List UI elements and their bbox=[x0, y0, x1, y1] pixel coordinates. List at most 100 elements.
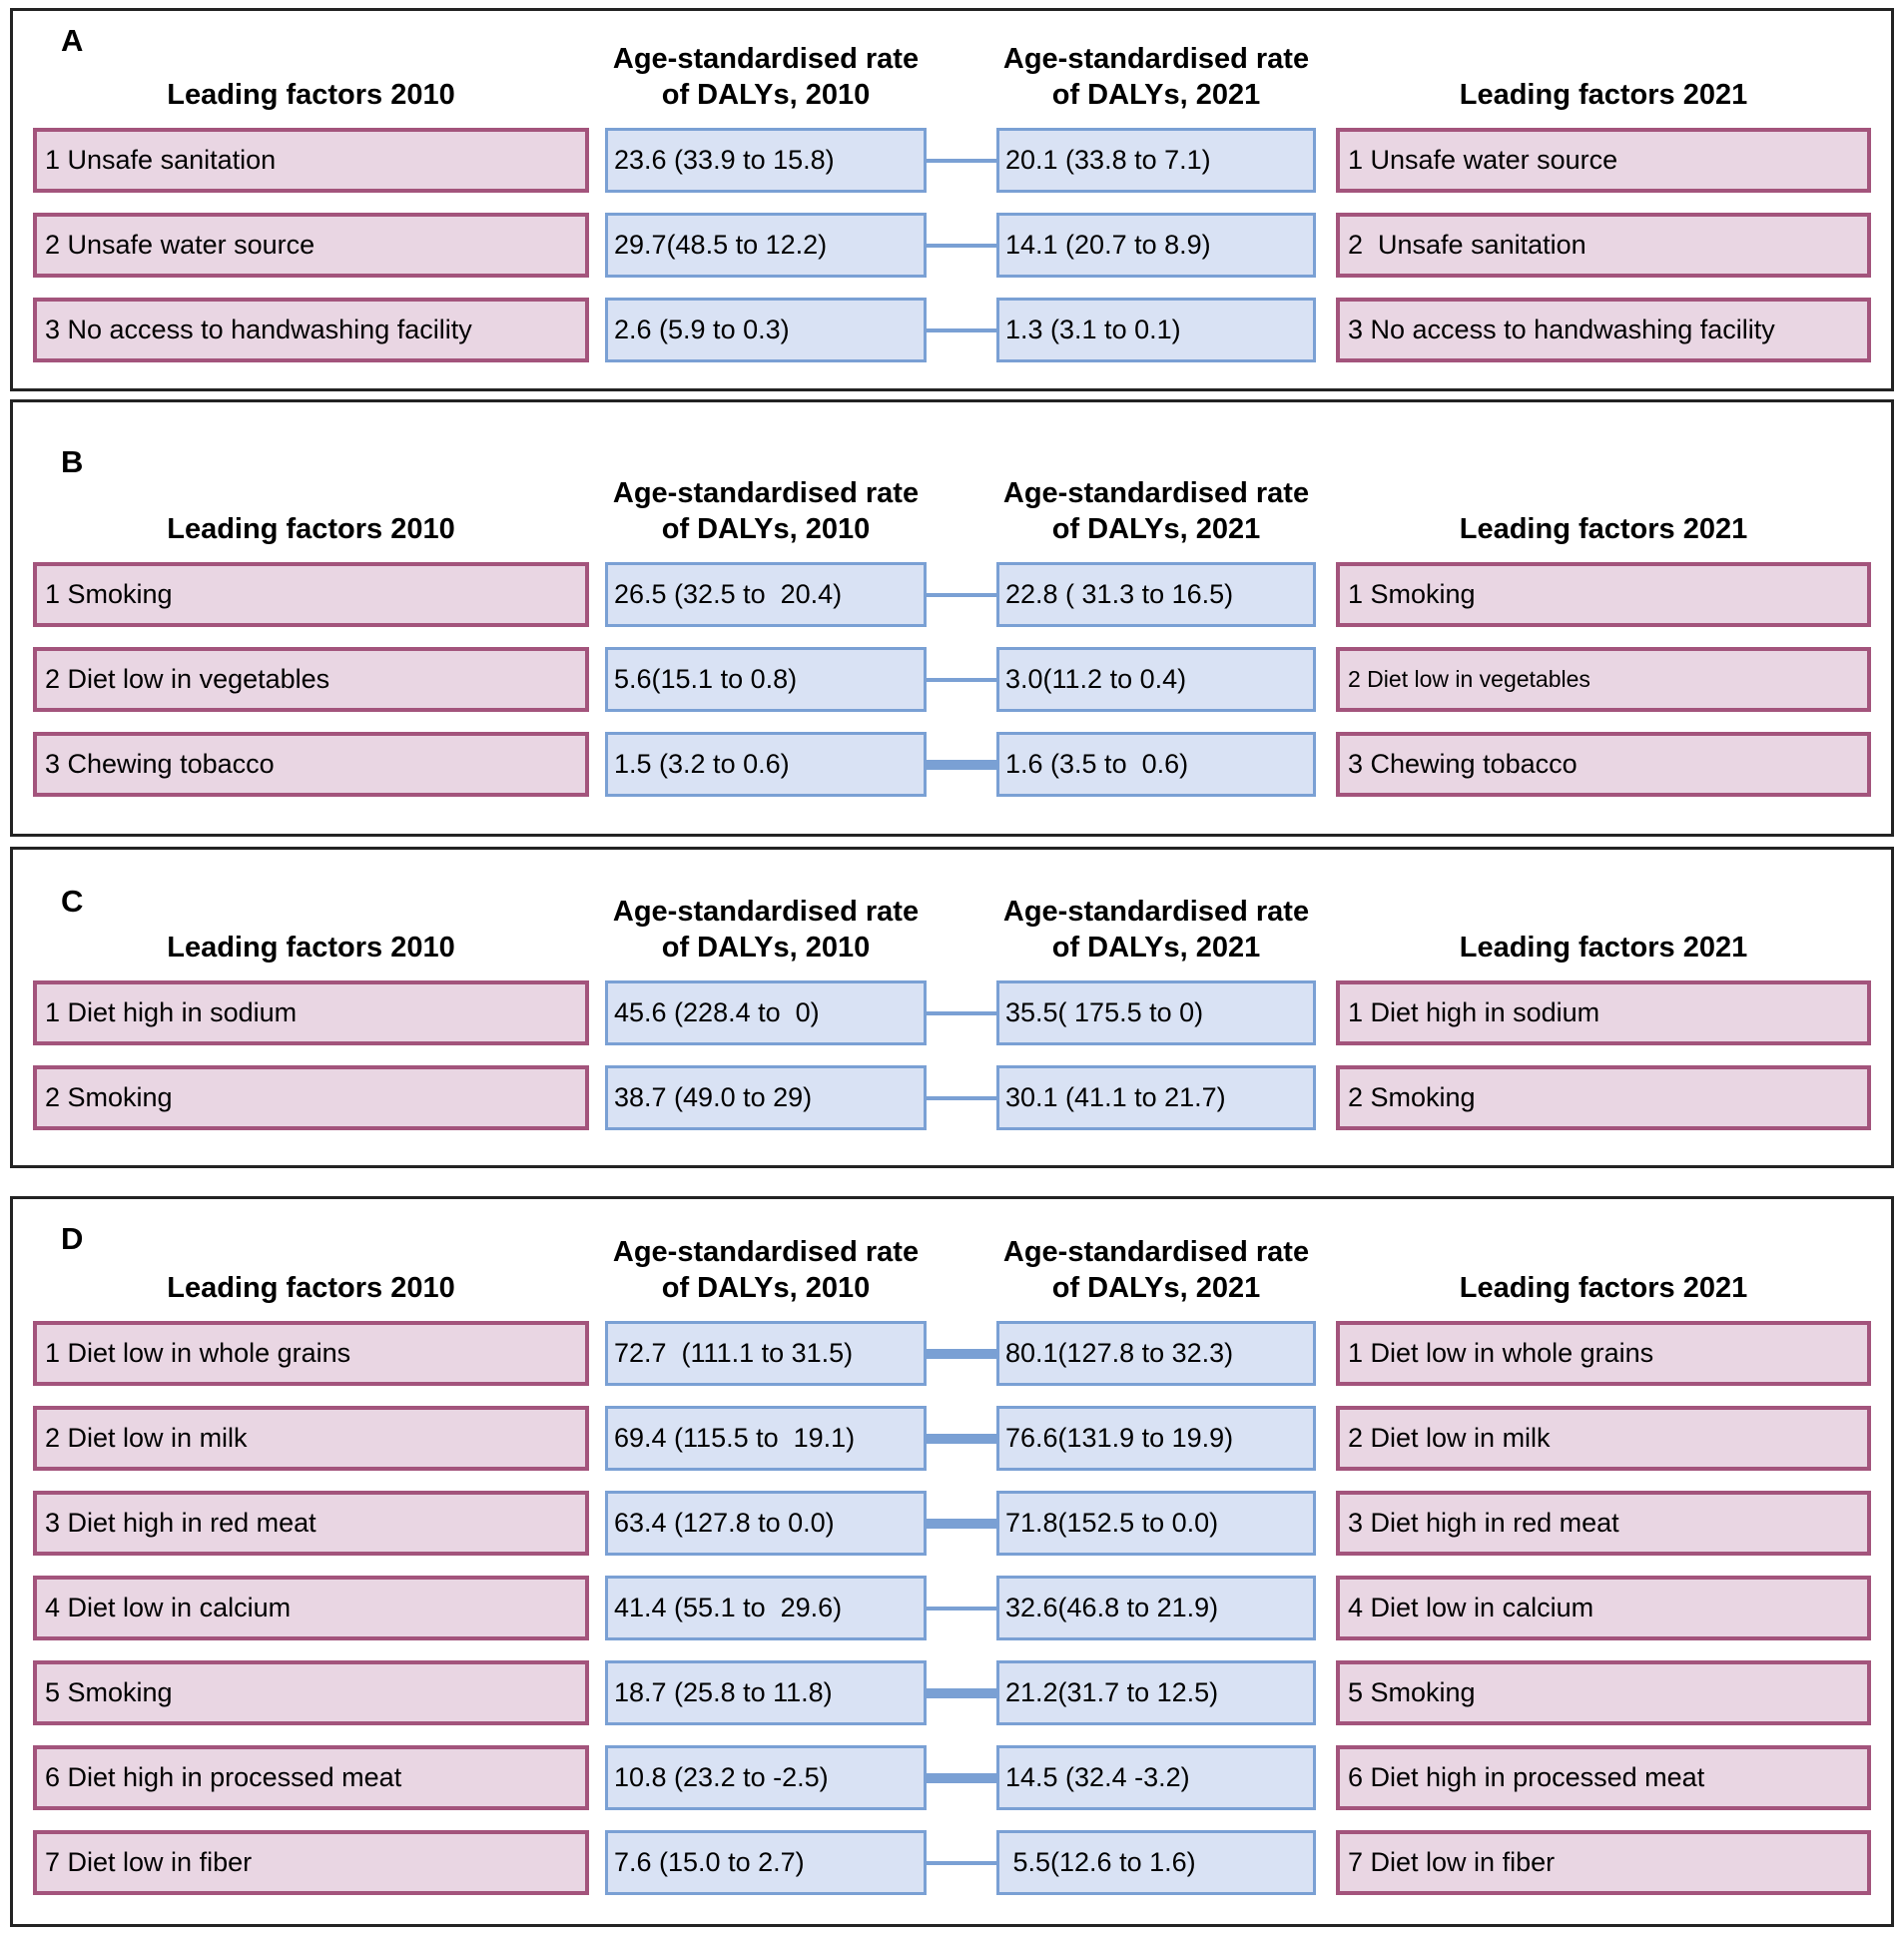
connector bbox=[927, 1321, 996, 1386]
panel-letter: A bbox=[61, 23, 84, 58]
connector-line bbox=[927, 158, 996, 163]
connector bbox=[927, 128, 996, 193]
panel-letter: B bbox=[61, 444, 84, 479]
rate-2021-box: 20.1 (33.8 to 7.1) bbox=[996, 128, 1316, 193]
factor-2010-box: 2 Diet low in milk bbox=[33, 1406, 589, 1471]
factor-2021-box: 1 Diet high in sodium bbox=[1336, 980, 1871, 1045]
factor-2021-box: 6 Diet high in processed meat bbox=[1336, 1745, 1871, 1810]
factor-rows: 1 Diet low in whole grains 72.7 (111.1 t… bbox=[33, 1321, 1871, 1895]
header-leading-factors-2021: Leading factors 2021 bbox=[1459, 78, 1748, 111]
rate-2010-box: 41.4 (55.1 to 29.6) bbox=[605, 1576, 927, 1640]
connector bbox=[927, 1065, 996, 1130]
factor-rows: 1 Diet high in sodium 45.6 (228.4 to 0) … bbox=[33, 980, 1871, 1130]
rate-2021-box: 71.8(152.5 to 0.0) bbox=[996, 1491, 1316, 1556]
factor-row: 6 Diet high in processed meat 10.8 (23.2… bbox=[33, 1745, 1871, 1810]
factor-row: 3 Diet high in red meat 63.4 (127.8 to 0… bbox=[33, 1491, 1871, 1556]
header-rate-dalys-2010: Age-standardised rate of DALYs, 2010 bbox=[612, 895, 920, 964]
factor-2010-box: 2 Diet low in vegetables bbox=[33, 647, 589, 712]
factor-2021-box: 5 Smoking bbox=[1336, 1660, 1871, 1725]
rate-2010-box: 23.6 (33.9 to 15.8) bbox=[605, 128, 927, 193]
panel-letter: D bbox=[61, 1221, 84, 1256]
factor-2010-box: 7 Diet low in fiber bbox=[33, 1830, 589, 1895]
daly-leading-factors-figure: A Leading factors 2010 Age-standardised … bbox=[10, 8, 1894, 1927]
header-leading-factors-2010: Leading factors 2010 bbox=[167, 931, 455, 964]
rate-2021-box: 5.5(12.6 to 1.6) bbox=[996, 1830, 1316, 1895]
factor-row: 1 Unsafe sanitation 23.6 (33.9 to 15.8) … bbox=[33, 128, 1871, 193]
rate-2010-box: 26.5 (32.5 to 20.4) bbox=[605, 562, 927, 627]
factor-row: 3 No access to handwashing facility 2.6 … bbox=[33, 298, 1871, 362]
rate-2010-box: 5.6(15.1 to 0.8) bbox=[605, 647, 927, 712]
factor-2021-box: 1 Smoking bbox=[1336, 562, 1871, 627]
header-leading-factors-2010: Leading factors 2010 bbox=[167, 1271, 455, 1304]
factor-2021-box: 3 No access to handwashing facility bbox=[1336, 298, 1871, 362]
connector-line bbox=[927, 1348, 996, 1359]
connector bbox=[927, 1491, 996, 1556]
rate-2010-box: 72.7 (111.1 to 31.5) bbox=[605, 1321, 927, 1386]
column-headers: Leading factors 2010 Age-standardised ra… bbox=[33, 1199, 1871, 1321]
factor-2021-box: 2 Diet low in vegetables bbox=[1336, 647, 1871, 712]
header-leading-factors-2021: Leading factors 2021 bbox=[1459, 512, 1748, 545]
panel-A: A Leading factors 2010 Age-standardised … bbox=[10, 8, 1894, 391]
rate-2021-box: 14.1 (20.7 to 8.9) bbox=[996, 213, 1316, 278]
factor-2021-box: 3 Chewing tobacco bbox=[1336, 732, 1871, 797]
factor-rows: 1 Smoking 26.5 (32.5 to 20.4) 22.8 ( 31.… bbox=[33, 562, 1871, 797]
factor-2010-box: 5 Smoking bbox=[33, 1660, 589, 1725]
header-rate-dalys-2010: Age-standardised rate of DALYs, 2010 bbox=[612, 1235, 920, 1304]
connector-line bbox=[927, 1433, 996, 1444]
rate-2021-box: 35.5( 175.5 to 0) bbox=[996, 980, 1316, 1045]
factor-2010-box: 3 Chewing tobacco bbox=[33, 732, 589, 797]
factor-2010-box: 1 Unsafe sanitation bbox=[33, 128, 589, 193]
rate-2010-box: 38.7 (49.0 to 29) bbox=[605, 1065, 927, 1130]
factor-2010-box: 4 Diet low in calcium bbox=[33, 1576, 589, 1640]
rate-2010-box: 2.6 (5.9 to 0.3) bbox=[605, 298, 927, 362]
connector bbox=[927, 298, 996, 362]
rate-2021-box: 1.3 (3.1 to 0.1) bbox=[996, 298, 1316, 362]
header-rate-dalys-2021: Age-standardised rate of DALYs, 2021 bbox=[1002, 476, 1310, 545]
factor-row: 2 Unsafe water source 29.7(48.5 to 12.2)… bbox=[33, 213, 1871, 278]
rate-2021-box: 1.6 (3.5 to 0.6) bbox=[996, 732, 1316, 797]
factor-2021-box: 7 Diet low in fiber bbox=[1336, 1830, 1871, 1895]
factor-2021-box: 1 Unsafe water source bbox=[1336, 128, 1871, 193]
rate-2010-box: 7.6 (15.0 to 2.7) bbox=[605, 1830, 927, 1895]
connector bbox=[927, 1660, 996, 1725]
factor-row: 1 Diet low in whole grains 72.7 (111.1 t… bbox=[33, 1321, 1871, 1386]
rate-2010-box: 45.6 (228.4 to 0) bbox=[605, 980, 927, 1045]
panel-letter: C bbox=[61, 884, 84, 919]
header-rate-dalys-2021: Age-standardised rate of DALYs, 2021 bbox=[1002, 895, 1310, 964]
rate-2010-box: 1.5 (3.2 to 0.6) bbox=[605, 732, 927, 797]
rate-2010-box: 69.4 (115.5 to 19.1) bbox=[605, 1406, 927, 1471]
factor-2010-box: 2 Unsafe water source bbox=[33, 213, 589, 278]
factor-2021-box: 2 Diet low in milk bbox=[1336, 1406, 1871, 1471]
connector bbox=[927, 562, 996, 627]
connector-line bbox=[927, 1772, 996, 1783]
connector-line bbox=[927, 677, 996, 682]
rate-2010-box: 29.7(48.5 to 12.2) bbox=[605, 213, 927, 278]
factor-rows: 1 Unsafe sanitation 23.6 (33.9 to 15.8) … bbox=[33, 128, 1871, 362]
connector bbox=[927, 1576, 996, 1640]
column-headers: Leading factors 2010 Age-standardised ra… bbox=[33, 850, 1871, 980]
header-leading-factors-2021: Leading factors 2021 bbox=[1459, 931, 1748, 964]
factor-row: 3 Chewing tobacco 1.5 (3.2 to 0.6) 1.6 (… bbox=[33, 732, 1871, 797]
connector-line bbox=[927, 1860, 996, 1865]
factor-row: 1 Diet high in sodium 45.6 (228.4 to 0) … bbox=[33, 980, 1871, 1045]
header-rate-dalys-2010: Age-standardised rate of DALYs, 2010 bbox=[612, 476, 920, 545]
connector-line bbox=[927, 759, 996, 770]
connector-line bbox=[927, 1518, 996, 1529]
factor-row: 1 Smoking 26.5 (32.5 to 20.4) 22.8 ( 31.… bbox=[33, 562, 1871, 627]
factor-2021-box: 3 Diet high in red meat bbox=[1336, 1491, 1871, 1556]
connector-line bbox=[927, 1095, 996, 1100]
rate-2021-box: 14.5 (32.4 -3.2) bbox=[996, 1745, 1316, 1810]
factor-2010-box: 3 No access to handwashing facility bbox=[33, 298, 589, 362]
rate-2021-box: 32.6(46.8 to 21.9) bbox=[996, 1576, 1316, 1640]
connector-line bbox=[927, 592, 996, 597]
factor-row: 2 Smoking 38.7 (49.0 to 29) 30.1 (41.1 t… bbox=[33, 1065, 1871, 1130]
factor-2010-box: 1 Smoking bbox=[33, 562, 589, 627]
header-leading-factors-2010: Leading factors 2010 bbox=[167, 512, 455, 545]
connector bbox=[927, 732, 996, 797]
factor-2010-box: 1 Diet high in sodium bbox=[33, 980, 589, 1045]
connector-line bbox=[927, 327, 996, 332]
rate-2010-box: 63.4 (127.8 to 0.0) bbox=[605, 1491, 927, 1556]
header-rate-dalys-2021: Age-standardised rate of DALYs, 2021 bbox=[1002, 1235, 1310, 1304]
rate-2021-box: 21.2(31.7 to 12.5) bbox=[996, 1660, 1316, 1725]
connector bbox=[927, 1406, 996, 1471]
